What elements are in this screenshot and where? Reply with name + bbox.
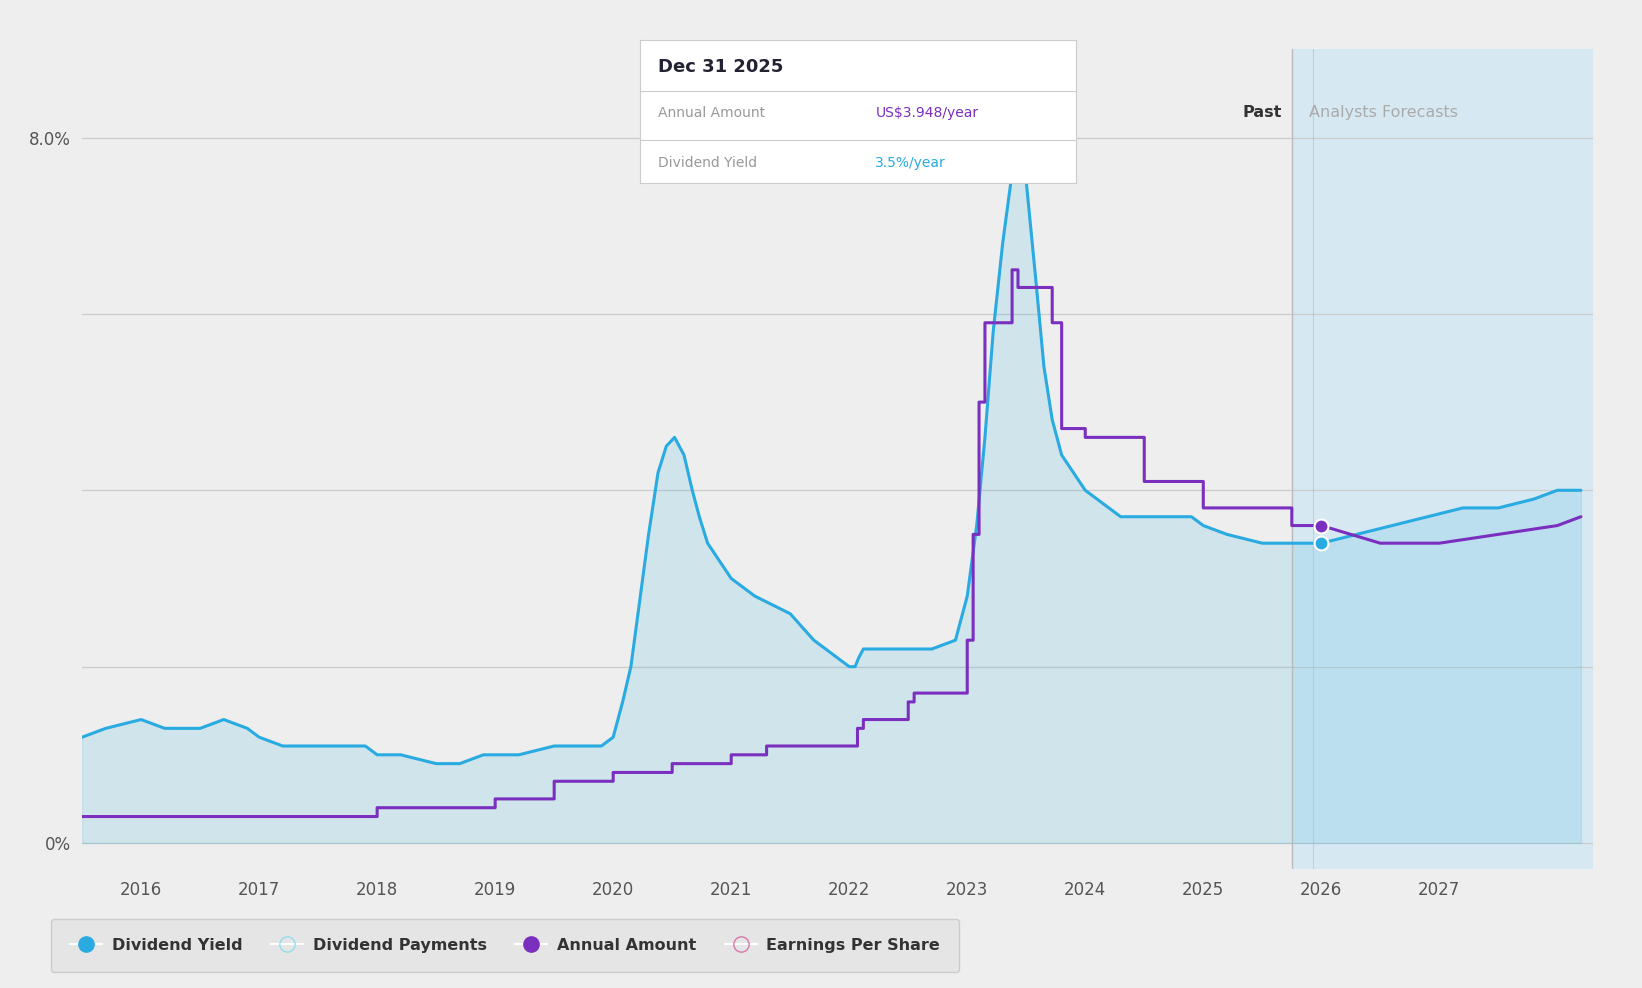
Text: Dividend Yield: Dividend Yield	[658, 156, 757, 170]
Text: US$3.948/year: US$3.948/year	[875, 106, 979, 120]
Bar	[1292, 49, 1593, 869]
Text: Dec 31 2025: Dec 31 2025	[658, 58, 783, 76]
Text: 3.5%/year: 3.5%/year	[875, 156, 946, 170]
Text: Analysts Forecasts: Analysts Forecasts	[1310, 105, 1458, 120]
Text: Past: Past	[1243, 105, 1282, 120]
Text: Annual Amount: Annual Amount	[658, 106, 765, 120]
Legend: Dividend Yield, Dividend Payments, Annual Amount, Earnings Per Share: Dividend Yield, Dividend Payments, Annua…	[51, 919, 959, 972]
